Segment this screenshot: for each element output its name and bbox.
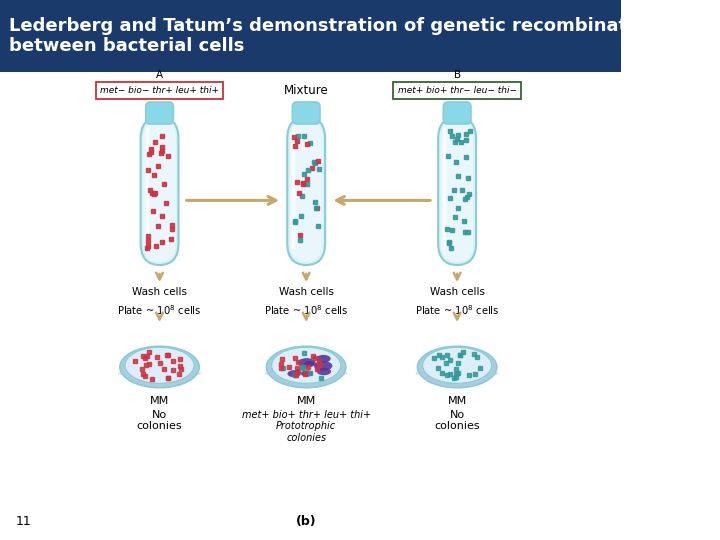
FancyBboxPatch shape bbox=[145, 102, 174, 124]
Text: met− bio− thr+ leu+ thi+: met− bio− thr+ leu+ thi+ bbox=[100, 86, 219, 95]
Bar bbox=[393, 82, 521, 99]
FancyBboxPatch shape bbox=[143, 120, 176, 262]
Text: Plate ~ 10$^8$ cells: Plate ~ 10$^8$ cells bbox=[264, 303, 348, 317]
Ellipse shape bbox=[264, 368, 348, 379]
Text: No
colonies: No colonies bbox=[434, 410, 480, 431]
Text: Lederberg and Tatum’s demonstration of genetic recombination
between bacterial c: Lederberg and Tatum’s demonstration of g… bbox=[9, 17, 658, 56]
Text: Mixture: Mixture bbox=[284, 84, 328, 97]
Ellipse shape bbox=[125, 347, 194, 383]
Text: Plate ~ 10$^8$ cells: Plate ~ 10$^8$ cells bbox=[117, 303, 202, 317]
Ellipse shape bbox=[287, 370, 301, 377]
FancyBboxPatch shape bbox=[289, 120, 323, 262]
Text: Wash cells: Wash cells bbox=[132, 287, 187, 297]
Ellipse shape bbox=[271, 347, 341, 383]
Text: Plate ~ 10$^8$ cells: Plate ~ 10$^8$ cells bbox=[415, 303, 500, 317]
Ellipse shape bbox=[316, 355, 330, 362]
Ellipse shape bbox=[301, 370, 313, 377]
FancyBboxPatch shape bbox=[287, 117, 325, 265]
Bar bbox=[96, 82, 223, 99]
Text: MM: MM bbox=[448, 396, 467, 406]
Text: Wash cells: Wash cells bbox=[430, 287, 485, 297]
FancyBboxPatch shape bbox=[444, 102, 471, 124]
Text: (b): (b) bbox=[296, 515, 317, 528]
FancyBboxPatch shape bbox=[441, 120, 474, 262]
Text: No
colonies: No colonies bbox=[137, 410, 182, 431]
Ellipse shape bbox=[418, 346, 497, 388]
Ellipse shape bbox=[118, 368, 201, 379]
Ellipse shape bbox=[314, 361, 333, 370]
Text: met+ bio+ thr− leu− thi−: met+ bio+ thr− leu− thi− bbox=[397, 86, 517, 95]
Ellipse shape bbox=[317, 368, 331, 375]
Text: MM: MM bbox=[297, 396, 316, 406]
Text: 11: 11 bbox=[16, 515, 31, 528]
Text: A: A bbox=[156, 70, 163, 80]
Bar bbox=[0, 0, 621, 72]
Text: MM: MM bbox=[150, 396, 169, 406]
Ellipse shape bbox=[423, 347, 492, 383]
Ellipse shape bbox=[266, 346, 346, 388]
Ellipse shape bbox=[120, 346, 199, 388]
Ellipse shape bbox=[415, 368, 499, 379]
Text: B: B bbox=[454, 70, 461, 80]
FancyBboxPatch shape bbox=[140, 117, 179, 265]
Text: met+ bio+ thr+ leu+ thi+
Prototrophic
colonies: met+ bio+ thr+ leu+ thi+ Prototrophic co… bbox=[242, 410, 371, 443]
Text: Wash cells: Wash cells bbox=[279, 287, 333, 297]
Ellipse shape bbox=[304, 361, 314, 366]
FancyBboxPatch shape bbox=[438, 117, 476, 265]
FancyBboxPatch shape bbox=[292, 102, 320, 124]
Ellipse shape bbox=[297, 358, 315, 368]
